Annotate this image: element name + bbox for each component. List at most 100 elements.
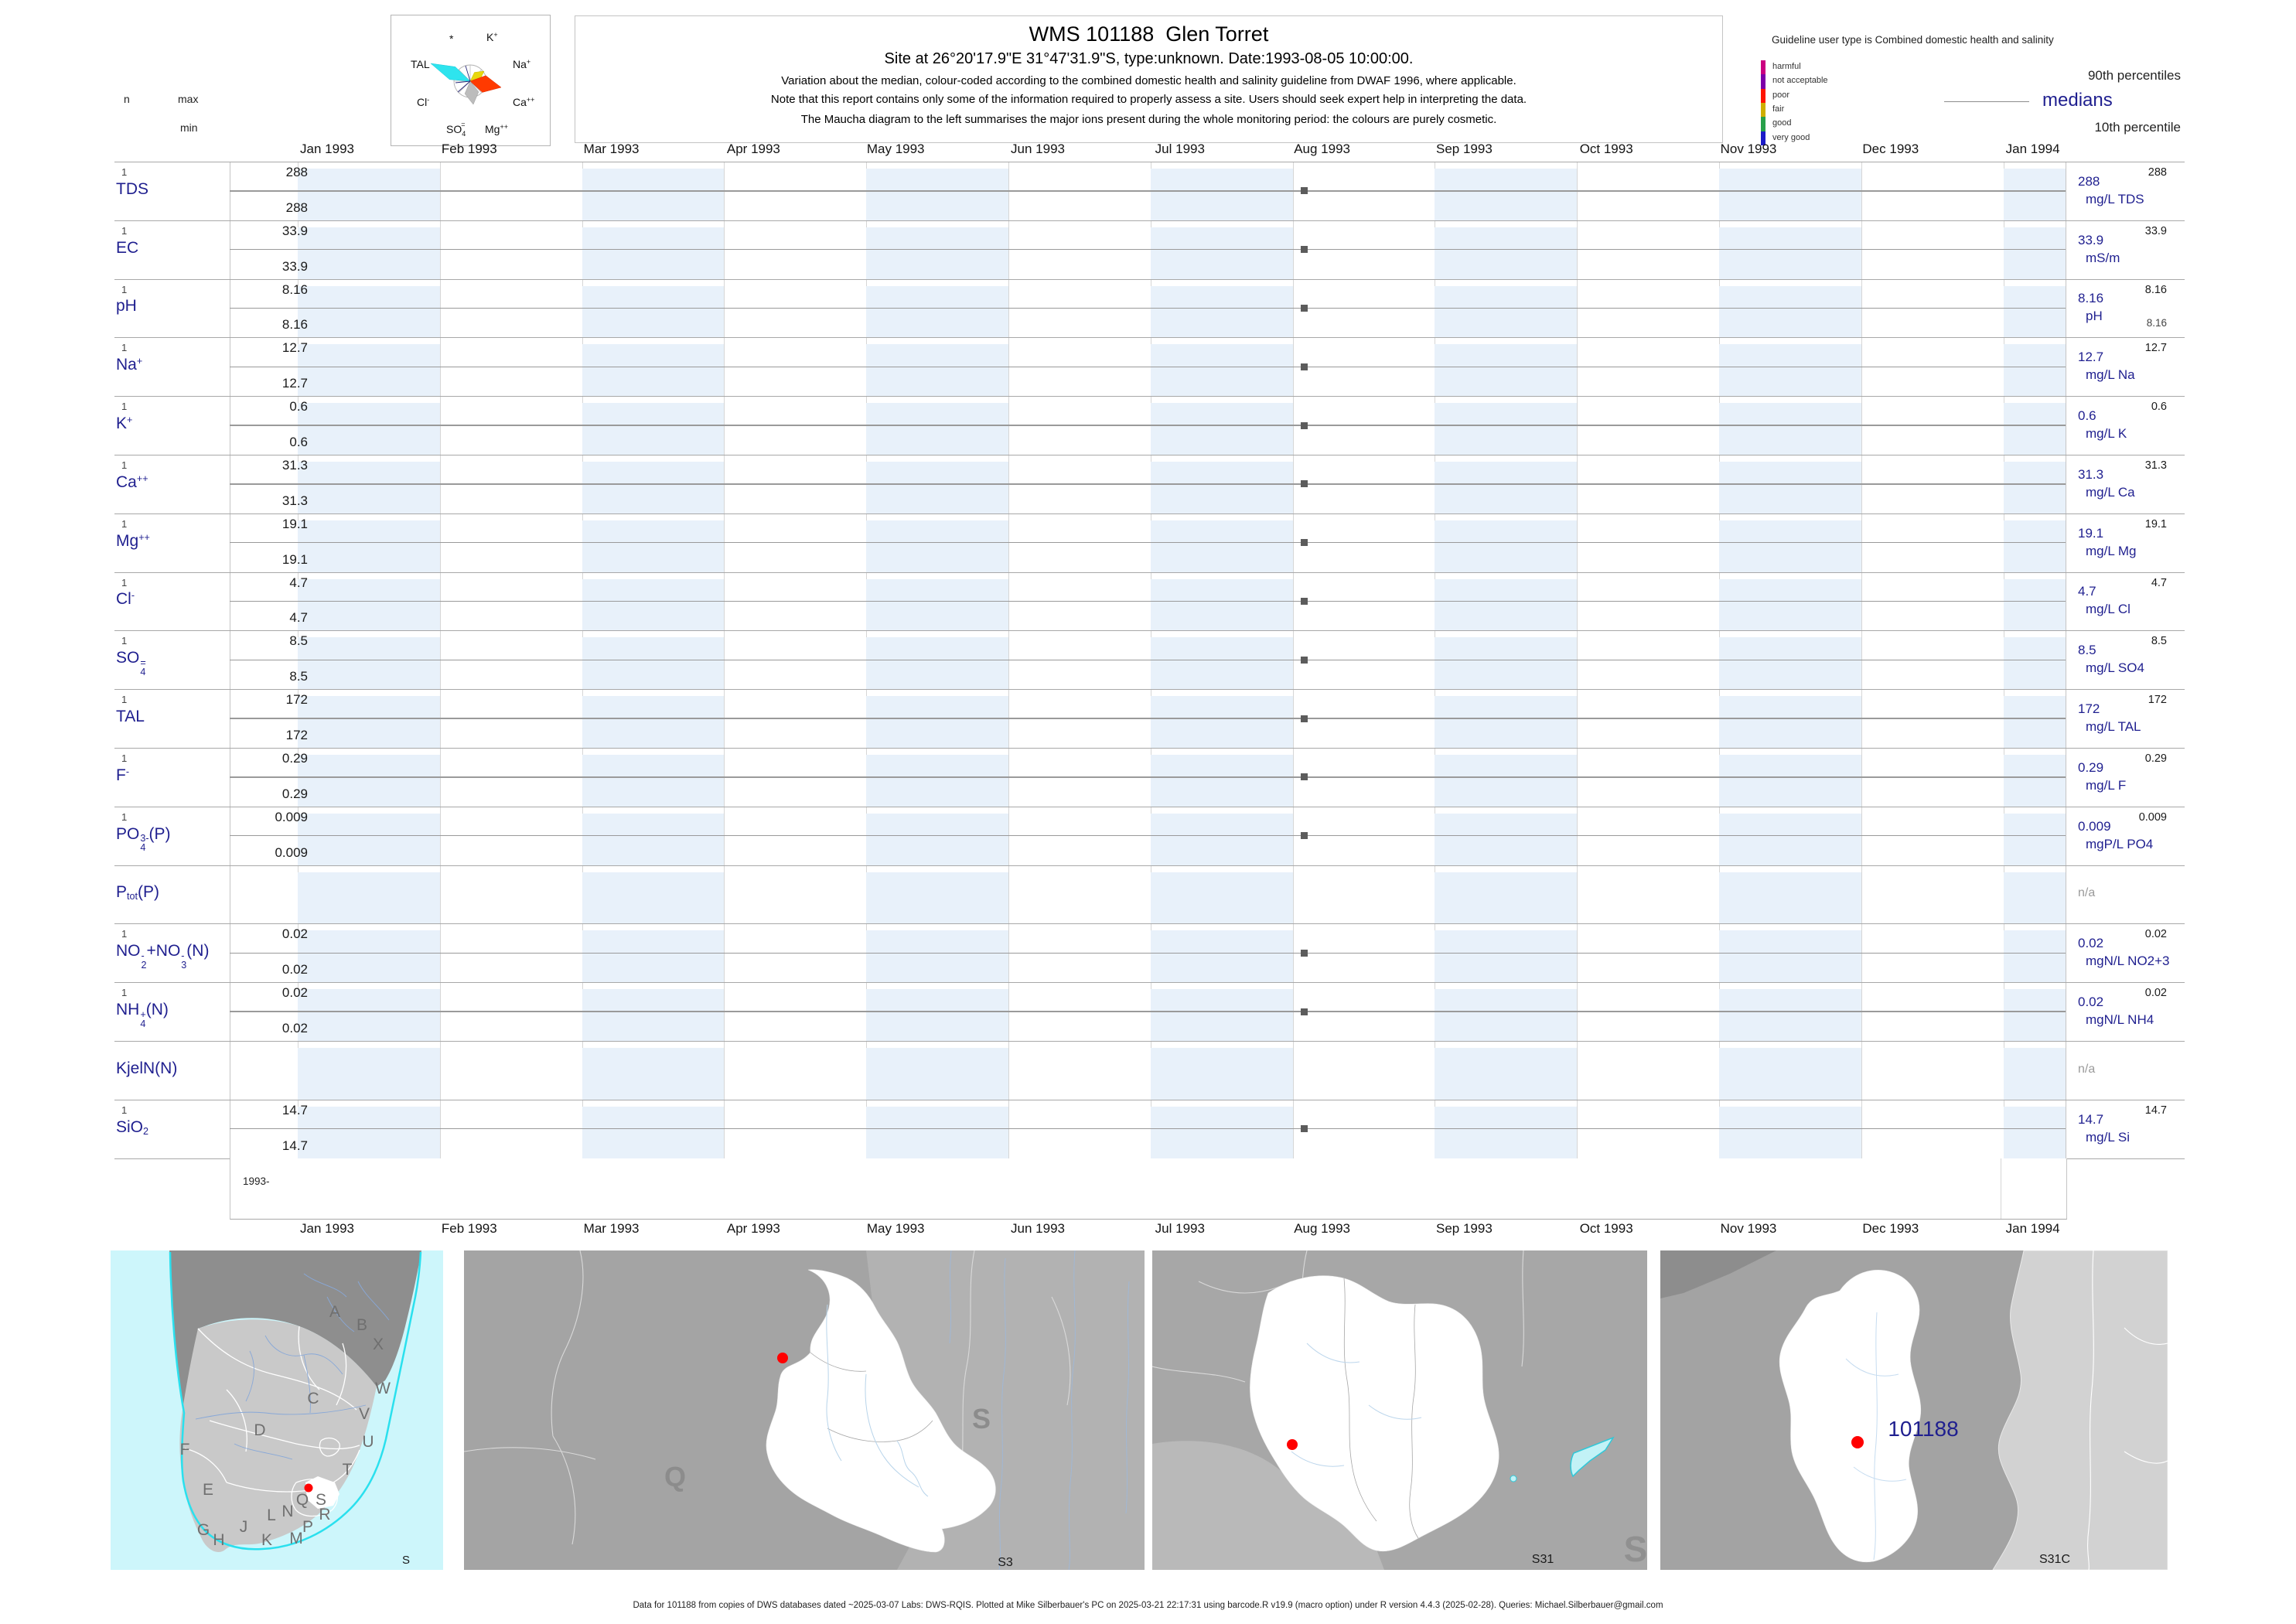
row-max-value: 14.7 xyxy=(281,1102,308,1117)
median-line xyxy=(230,600,2066,602)
row-separator xyxy=(114,1041,2185,1042)
median-line xyxy=(230,542,2066,544)
month-stripe xyxy=(1435,520,1578,572)
month-stripe xyxy=(2003,403,2066,455)
month-label-top: Aug 1993 xyxy=(1294,142,1350,156)
row-separator xyxy=(114,571,2185,573)
map4-corner-label: S31C xyxy=(2039,1553,2070,1566)
row-unit-label: mS/m xyxy=(2086,250,2120,265)
map3-letter-s: S xyxy=(1624,1529,1647,1569)
row-parameter-label: SO = 4 xyxy=(116,649,146,677)
row-90th-percentile: 33.9 xyxy=(2144,224,2167,237)
parameter-row-cl: 1 4.7 4.7 4.7 4.7 mg/L Cl Cl- xyxy=(0,572,2296,631)
row-min-value: 8.5 xyxy=(289,669,308,684)
header-note-2: Note that this report contains only some… xyxy=(770,93,1527,106)
parameter-row-kjeln: n/a KjelN(N) xyxy=(0,1041,2296,1100)
month-label-bottom: Oct 1993 xyxy=(1579,1221,1633,1236)
month-stripe xyxy=(1719,462,1861,513)
map3-catchment-s31 xyxy=(1250,1275,1499,1552)
month-stripe xyxy=(1719,755,1861,807)
drainage-region-letter-C: C xyxy=(307,1390,319,1407)
gutter-header-n: n xyxy=(124,93,130,105)
row-median-value: 12.7 xyxy=(2078,350,2104,365)
row-max-value: 8.5 xyxy=(289,633,308,649)
drainage-region-letter-H: H xyxy=(213,1531,224,1549)
month-label-top: Mar 1993 xyxy=(583,142,640,156)
sample-marker xyxy=(1300,246,1308,254)
parameter-row-ec: 1 33.9 33.9 33.9 33.9 mS/m EC xyxy=(0,220,2296,279)
month-stripe xyxy=(2003,520,2066,572)
row-median-value: 19.1 xyxy=(2078,525,2104,541)
drainage-region-letter-X: X xyxy=(373,1336,384,1353)
month-label-bottom: Jan 1993 xyxy=(300,1221,354,1236)
drainage-region-letter-M: M xyxy=(289,1530,303,1547)
row-min-value: 288 xyxy=(285,200,308,215)
row-n-count: 1 xyxy=(121,166,128,178)
month-label-bottom: Jul 1993 xyxy=(1155,1221,1205,1236)
row-median-value: 0.009 xyxy=(2078,818,2111,834)
row-max-value: 19.1 xyxy=(281,516,308,531)
row-unit-label: mg/L Si xyxy=(2086,1129,2131,1145)
row-unit-label: mg/L F xyxy=(2086,777,2127,793)
row-n-count: 1 xyxy=(121,928,128,940)
row-min-value: 0.02 xyxy=(281,962,308,977)
month-stripe xyxy=(866,520,1008,572)
month-stripe xyxy=(1150,520,1293,572)
map-secondary-drainage-s31: S S31 xyxy=(1152,1250,1647,1570)
drainage-region-letter-S: S xyxy=(316,1491,326,1509)
map4-site-dot xyxy=(1851,1436,1864,1448)
maucha-ion-label: SO4= xyxy=(446,121,466,138)
month-stripe xyxy=(582,462,725,513)
month-stripe xyxy=(1719,930,1861,983)
drainage-region-letter-Q: Q xyxy=(296,1491,309,1509)
month-label-bottom: Apr 1993 xyxy=(726,1221,780,1236)
guideline-category-label: harmful xyxy=(1772,62,1801,71)
month-label-top: Apr 1993 xyxy=(726,142,780,156)
row-unit-label: mg/L TDS xyxy=(2086,191,2144,206)
month-stripe xyxy=(1719,227,1861,279)
month-stripe xyxy=(1150,696,1293,748)
sample-marker xyxy=(1300,539,1308,547)
row-unit-label: mg/L SO4 xyxy=(2086,660,2144,676)
month-stripe xyxy=(2003,872,2066,924)
month-stripe xyxy=(1150,813,1293,865)
month-label-bottom: Jan 1994 xyxy=(2005,1221,2060,1236)
drainage-region-letter-J: J xyxy=(240,1518,248,1536)
month-stripe xyxy=(2003,930,2066,983)
month-stripe xyxy=(582,989,725,1041)
row-parameter-label: Mg++ xyxy=(116,531,150,550)
month-stripe xyxy=(298,696,440,748)
month-stripe xyxy=(1719,637,1861,690)
month-stripe xyxy=(2003,578,2066,631)
maucha-ion-label: TAL xyxy=(411,58,430,70)
row-90th-percentile: 19.1 xyxy=(2144,517,2167,531)
month-stripe xyxy=(298,989,440,1041)
map4-catchment-rivers xyxy=(1845,1312,1907,1561)
guideline-category-label: fair xyxy=(1772,104,1785,114)
row-n-count: 1 xyxy=(121,224,128,237)
maucha-wing-ca xyxy=(469,75,502,93)
row-median-value: 4.7 xyxy=(2078,584,2096,599)
month-stripe xyxy=(1150,227,1293,279)
row-unit-label: mg/L Cl xyxy=(2086,602,2131,617)
month-stripe xyxy=(1719,403,1861,455)
guideline-category-label: not acceptable xyxy=(1772,76,1828,86)
year-strip: 1993- xyxy=(230,1158,2067,1220)
row-separator xyxy=(114,689,2185,691)
row-min-value: 8.16 xyxy=(281,317,308,333)
row-parameter-label: EC xyxy=(116,238,139,257)
row-parameter-label: TAL xyxy=(116,708,145,726)
guideline-color-good xyxy=(1761,117,1765,131)
row-n-count: 1 xyxy=(121,987,128,999)
row-median-value: 0.02 xyxy=(2078,995,2104,1010)
month-stripe xyxy=(866,227,1008,279)
row-median-value: 31.3 xyxy=(2078,466,2104,482)
month-stripe xyxy=(298,755,440,807)
maucha-ion-label: Na+ xyxy=(513,58,531,70)
month-stripe xyxy=(1719,813,1861,865)
month-stripe xyxy=(298,285,440,338)
sample-marker xyxy=(1300,832,1308,840)
month-stripe xyxy=(298,227,440,279)
drainage-region-letter-N: N xyxy=(281,1503,293,1520)
